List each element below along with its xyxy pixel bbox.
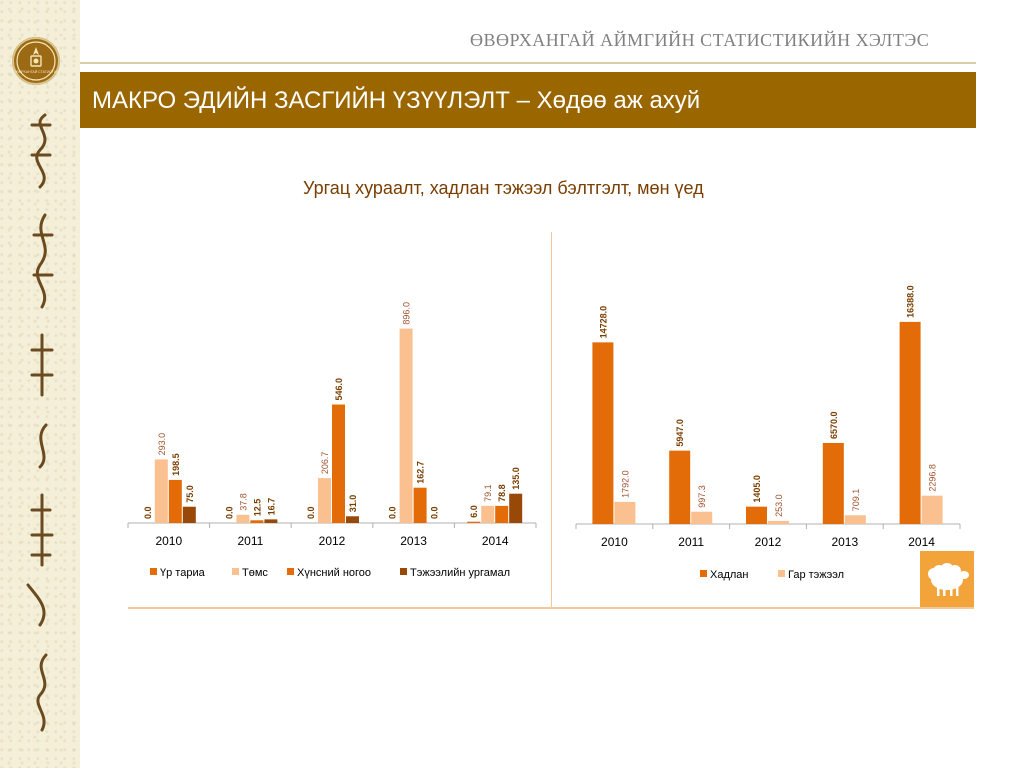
data-label: 75.0 bbox=[185, 485, 195, 503]
legend-swatch bbox=[150, 568, 157, 575]
legend-swatch bbox=[778, 570, 785, 577]
bar-гар-тэжээл-2011 bbox=[691, 511, 713, 524]
legend-label: Тэжээлийн ургамал bbox=[410, 567, 510, 579]
header-divider bbox=[80, 62, 976, 64]
data-label: 79.1 bbox=[483, 484, 493, 502]
data-label: 0.0 bbox=[430, 506, 440, 519]
x-tick-label: 2010 bbox=[601, 535, 628, 549]
emblem-icon: ӨВӨРХАНГАЙ СТАТИСТИК bbox=[12, 37, 60, 85]
x-tick-label: 2013 bbox=[400, 534, 427, 548]
bar-гар-тэжээл-2013 bbox=[844, 515, 866, 524]
data-label: 0.0 bbox=[388, 506, 398, 519]
bar-төмс-2011 bbox=[236, 514, 250, 523]
bar-тэжээлийн-ургамал-2010 bbox=[182, 506, 196, 523]
bar-төмс-2014 bbox=[481, 505, 495, 523]
data-label: 293.0 bbox=[157, 433, 167, 456]
bar-тэжээлийн-ургамал-2012 bbox=[346, 516, 359, 523]
bar-хүнсний-ногоо-2014 bbox=[495, 505, 509, 523]
data-label: 896.0 bbox=[402, 302, 412, 325]
x-tick-label: 2012 bbox=[319, 534, 346, 548]
legend-swatch bbox=[232, 568, 239, 575]
bar-хадлан-2013 bbox=[822, 442, 844, 524]
data-label: 14728.0 bbox=[598, 306, 608, 339]
data-label: 206.7 bbox=[320, 452, 330, 475]
data-label: 997.3 bbox=[697, 485, 707, 508]
x-tick-label: 2012 bbox=[755, 535, 782, 549]
data-label: 709.1 bbox=[851, 489, 861, 512]
data-label: 16388.0 bbox=[906, 285, 916, 318]
legend-swatch bbox=[287, 568, 294, 575]
chart-title: Ургац хураалт, хадлан тэжээл бэлтгэлт, м… bbox=[303, 178, 704, 198]
x-tick-label: 2011 bbox=[678, 535, 704, 549]
x-tick-label: 2014 bbox=[482, 534, 509, 548]
legend-label: Хүнсний ногоо bbox=[297, 567, 371, 579]
bar-үр-тариа-2014 bbox=[467, 521, 481, 523]
data-label: 5947.0 bbox=[675, 419, 685, 447]
chart-divider bbox=[551, 232, 552, 607]
data-label: 31.0 bbox=[348, 495, 358, 513]
legend-swatch bbox=[700, 570, 707, 577]
data-label: 1792.0 bbox=[620, 470, 630, 498]
legend-label: Үр тариа bbox=[160, 567, 206, 579]
data-label: 12.5 bbox=[252, 499, 262, 517]
bar-тэжээлийн-ургамал-2011 bbox=[264, 519, 278, 523]
data-label: 78.8 bbox=[497, 484, 507, 502]
logo-text: ӨВӨРХАНГАЙ СТАТИСТИК bbox=[14, 70, 60, 74]
data-label: 546.0 bbox=[334, 378, 344, 401]
bar-хадлан-2014 bbox=[899, 321, 921, 524]
sheep-icon bbox=[920, 551, 974, 607]
bar-төмс-2013 bbox=[399, 328, 413, 523]
bar-тэжээлийн-ургамал-2014 bbox=[509, 493, 523, 523]
bar-хүнсний-ногоо-2013 bbox=[413, 487, 427, 523]
data-label: 0.0 bbox=[224, 506, 234, 519]
bar-гар-тэжээл-2010 bbox=[614, 501, 636, 524]
data-label: 2296.8 bbox=[928, 464, 938, 492]
x-tick-label: 2010 bbox=[155, 534, 182, 548]
data-label: 198.5 bbox=[171, 453, 181, 476]
title-bar: МАКРО ЭДИЙН ЗАСГИЙН ҮЗҮҮЛЭЛТ – Хөдөө аж … bbox=[80, 72, 976, 128]
crop-harvest-chart: 0.0 293.0 198.5 75.0 2010 0.0 37.8 12.5 16.7 2011… bbox=[127, 302, 537, 579]
legend-label: Гар тэжээл bbox=[788, 569, 844, 581]
x-tick-label: 2014 bbox=[908, 535, 935, 549]
bar-хадлан-2012 bbox=[746, 506, 767, 524]
data-label: 6570.0 bbox=[829, 411, 839, 439]
bar-гар-тэжээл-2012 bbox=[768, 520, 789, 524]
data-label: 6.0 bbox=[469, 505, 479, 518]
hay-fodder-chart: 14728.0 1792.0 2010 5947.0 997.3 2011 1405.0 25… bbox=[575, 285, 961, 581]
page-title: МАКРО ЭДИЙН ЗАСГИЙН ҮЗҮҮЛЭЛТ – Хөдөө аж … bbox=[92, 87, 701, 114]
legend-label: Төмс bbox=[242, 567, 268, 579]
x-tick-label: 2011 bbox=[237, 534, 263, 548]
bar-хадлан-2010 bbox=[592, 342, 614, 524]
bar-хүнсний-ногоо-2010 bbox=[168, 479, 182, 523]
legend-label: Хадлан bbox=[710, 569, 748, 581]
organization-name: ӨВӨРХАНГАЙ АЙМГИЙН СТАТИСТИКИЙН ХЭЛТЭС bbox=[470, 30, 930, 50]
vertical-script-decoration bbox=[26, 113, 54, 732]
bottom-divider bbox=[128, 607, 974, 609]
bar-хүнсний-ногоо-2011 bbox=[250, 520, 264, 523]
bar-төмс-2010 bbox=[154, 459, 168, 523]
x-tick-label: 2013 bbox=[831, 535, 858, 549]
data-label: 16.7 bbox=[266, 498, 276, 516]
data-label: 135.0 bbox=[511, 467, 521, 490]
data-label: 162.7 bbox=[416, 461, 426, 484]
data-label: 253.0 bbox=[774, 494, 784, 517]
legend-swatch bbox=[400, 568, 407, 575]
bar-төмс-2012 bbox=[318, 478, 331, 523]
data-label: 0.0 bbox=[306, 506, 316, 519]
sidebar-decoration: ӨВӨРХАНГАЙ СТАТИСТИК bbox=[0, 0, 80, 768]
data-label: 0.0 bbox=[143, 506, 153, 519]
bar-хадлан-2011 bbox=[669, 450, 691, 524]
bar-хүнсний-ногоо-2012 bbox=[332, 404, 345, 523]
data-label: 1405.0 bbox=[752, 475, 762, 503]
bar-гар-тэжээл-2014 bbox=[921, 495, 943, 524]
data-label: 37.8 bbox=[238, 493, 248, 511]
